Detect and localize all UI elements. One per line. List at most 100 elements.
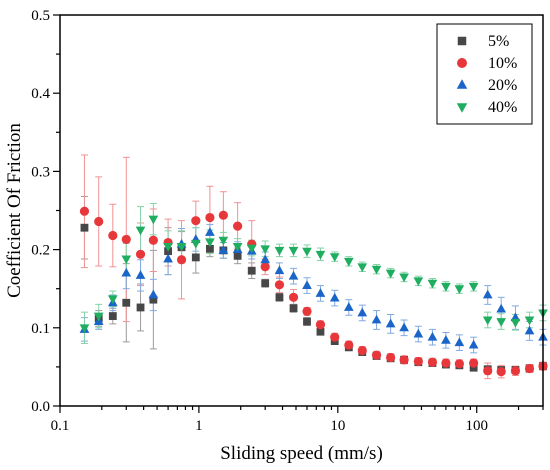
- data-point: [524, 316, 535, 326]
- legend-box: [436, 23, 533, 125]
- data-point: [233, 221, 243, 231]
- x-tick-label: 1: [195, 418, 203, 434]
- data-point: [274, 246, 285, 256]
- legend-label: 10%: [488, 55, 517, 72]
- data-point: [344, 340, 354, 350]
- legend-marker: [457, 36, 467, 46]
- y-tick-label: 0.0: [31, 399, 50, 415]
- data-point: [148, 215, 159, 225]
- data-point: [274, 280, 285, 290]
- legend-label: 5%: [488, 33, 509, 50]
- data-point: [191, 216, 201, 226]
- data-point: [149, 295, 158, 304]
- data-point: [218, 210, 228, 220]
- data-point: [316, 327, 325, 336]
- y-tick-label: 0.4: [31, 86, 50, 102]
- legend-marker: [456, 103, 468, 113]
- x-tick-label: 100: [465, 418, 488, 434]
- data-point: [427, 279, 438, 289]
- data-point: [289, 304, 298, 313]
- data-point: [136, 303, 145, 312]
- data-point: [122, 298, 131, 307]
- data-point: [469, 363, 478, 372]
- y-tick-label: 0.3: [31, 164, 50, 180]
- data-point: [413, 328, 424, 338]
- data-point: [496, 366, 506, 377]
- data-point: [413, 277, 424, 287]
- data-point: [260, 254, 271, 264]
- data-point: [190, 239, 201, 249]
- data-point: [427, 331, 438, 341]
- data-point: [329, 292, 340, 302]
- data-point: [121, 267, 132, 277]
- data-point: [303, 317, 311, 326]
- data-point: [357, 345, 367, 356]
- data-point: [288, 270, 299, 280]
- legend-item: 5%: [457, 33, 509, 50]
- data-point: [330, 332, 340, 342]
- x-tick-label: 10: [330, 418, 345, 434]
- data-point: [315, 320, 326, 330]
- data-point: [148, 235, 158, 245]
- data-point: [94, 216, 104, 227]
- data-point: [357, 307, 368, 317]
- legend-item: 10%: [457, 55, 517, 72]
- legend-item: 20%: [456, 77, 517, 94]
- legend-label: 20%: [488, 77, 517, 94]
- data-point: [108, 312, 117, 320]
- data-point: [275, 293, 284, 302]
- data-point: [315, 250, 326, 260]
- legend-label: 40%: [488, 99, 517, 116]
- data-point: [121, 234, 131, 245]
- data-point: [247, 266, 256, 275]
- data-point: [107, 295, 118, 305]
- data-point: [246, 244, 257, 254]
- data-point: [510, 366, 521, 376]
- data-point: [232, 243, 243, 252]
- data-point: [524, 325, 535, 335]
- data-point: [163, 243, 173, 252]
- data-point: [218, 245, 229, 254]
- data-point: [427, 357, 438, 367]
- data-point: [482, 316, 493, 326]
- data-point: [205, 244, 214, 253]
- data-point: [510, 318, 521, 328]
- data-point: [482, 289, 493, 299]
- x-axis-ticks: 0.1 1 10 100: [51, 406, 544, 434]
- error-bars: [80, 154, 547, 380]
- data-point: [288, 246, 299, 256]
- data-point: [371, 265, 382, 275]
- data-point: [261, 279, 270, 288]
- data-point: [357, 263, 368, 273]
- data-point: [260, 262, 270, 272]
- x-axis-title: Sliding speed (mm/s): [220, 443, 383, 464]
- y-axis-ticks: 0.0 0.1 0.2 0.3 0.4 0.5: [31, 8, 60, 415]
- data-point: [274, 265, 285, 275]
- data-point: [441, 335, 451, 344]
- data-point: [483, 366, 493, 376]
- legend-marker: [456, 79, 468, 89]
- y-tick-label: 0.2: [31, 243, 50, 259]
- x-tick-label: 0.1: [51, 418, 70, 434]
- data-point: [79, 324, 90, 334]
- data-point: [385, 318, 396, 328]
- data-point: [454, 285, 465, 294]
- data-point: [371, 350, 382, 360]
- data-point: [205, 212, 215, 223]
- data-point: [386, 352, 396, 363]
- data-point: [148, 289, 159, 299]
- data-point: [108, 230, 118, 241]
- data-point: [399, 273, 409, 283]
- data-point: [496, 318, 507, 327]
- data-point: [413, 356, 423, 367]
- data-point: [260, 245, 271, 255]
- data-point: [80, 223, 89, 232]
- y-tick-label: 0.1: [31, 321, 50, 337]
- data-point: [468, 339, 479, 349]
- legend-item: 40%: [456, 99, 517, 116]
- data-point: [468, 282, 479, 292]
- data-point: [302, 280, 312, 290]
- data-point: [385, 269, 396, 279]
